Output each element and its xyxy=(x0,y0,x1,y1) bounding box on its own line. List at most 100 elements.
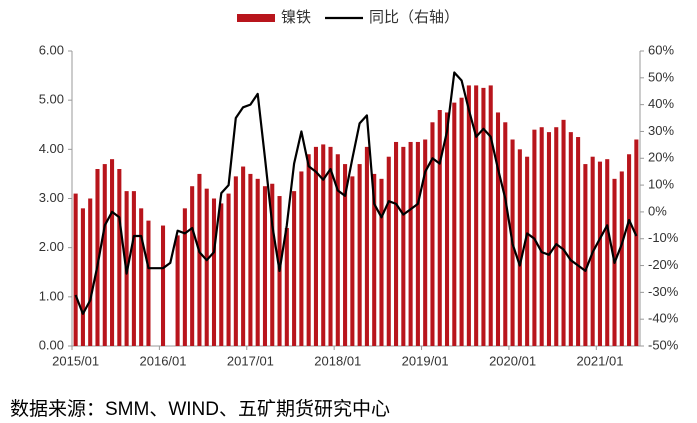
source-note: 数据来源：SMM、WIND、五矿期货研究中心 xyxy=(10,399,390,420)
y2-tick-label: -50% xyxy=(648,337,679,352)
bar xyxy=(306,154,311,346)
bar xyxy=(117,169,122,346)
bar xyxy=(415,141,420,346)
bar xyxy=(102,164,107,346)
bar xyxy=(452,102,457,346)
bar xyxy=(503,122,508,347)
bar xyxy=(211,198,217,346)
bar xyxy=(372,173,377,346)
y-tick-label: 2.00 xyxy=(39,239,64,254)
bar xyxy=(430,122,435,347)
bar xyxy=(539,127,544,346)
y2-tick-label: 0% xyxy=(648,203,667,218)
bar xyxy=(73,193,78,346)
line xyxy=(74,71,638,315)
x-tick-label: 2020/01 xyxy=(489,353,536,368)
bar xyxy=(605,159,610,346)
bar xyxy=(204,188,209,346)
y2-tick-label: -20% xyxy=(648,257,679,272)
bar xyxy=(255,178,260,346)
y2-tick-label: 40% xyxy=(648,96,674,111)
bar xyxy=(401,146,406,346)
bar xyxy=(299,171,304,346)
bar xyxy=(546,132,552,346)
bar xyxy=(466,85,471,347)
legend-label: 同比（右轴） xyxy=(369,9,459,26)
y2-tick-label: 30% xyxy=(648,123,674,138)
bar xyxy=(394,141,399,346)
bar xyxy=(597,161,602,346)
bar xyxy=(110,159,115,346)
bar xyxy=(459,97,464,346)
y-tick-label: 5.00 xyxy=(39,92,64,107)
bar xyxy=(408,141,413,346)
y-tick-label: 1.00 xyxy=(39,288,64,303)
chart: 0.00 1.00 2.00 3.00 4.00 5.00 6.00 -50% -40% -30%… xyxy=(39,8,679,368)
bar xyxy=(357,164,362,346)
bar xyxy=(379,178,384,346)
bar xyxy=(568,132,573,346)
y2-tick-label: -30% xyxy=(648,284,679,299)
y-tick-label: 6.00 xyxy=(39,42,64,57)
bar xyxy=(175,235,180,346)
bar xyxy=(248,173,253,346)
bar xyxy=(262,186,268,346)
bar xyxy=(561,119,566,346)
bar xyxy=(182,208,187,346)
bar xyxy=(474,85,479,347)
bar xyxy=(437,110,442,346)
bar xyxy=(488,85,493,347)
bar xyxy=(525,156,530,346)
bar xyxy=(634,139,639,346)
bar xyxy=(321,144,326,346)
bar xyxy=(495,112,501,346)
bar xyxy=(219,203,224,346)
y2-tick-label: 10% xyxy=(648,177,674,192)
y2-tick-label: 60% xyxy=(648,42,674,57)
bar xyxy=(627,154,632,346)
x-tick-label: 2019/01 xyxy=(402,353,449,368)
bar xyxy=(364,146,369,346)
bar xyxy=(160,225,166,346)
x-tick-label: 2015/01 xyxy=(52,353,99,368)
legend-swatch xyxy=(237,14,275,22)
bar xyxy=(517,149,522,346)
bar xyxy=(241,166,246,346)
bar xyxy=(335,154,340,346)
bar xyxy=(292,191,297,346)
bar xyxy=(270,183,275,346)
bar xyxy=(190,186,195,346)
x-tick-label: 2016/01 xyxy=(140,353,187,368)
bar xyxy=(226,193,231,346)
x-tick-label: 2018/01 xyxy=(314,353,361,368)
bar xyxy=(386,156,391,346)
bar xyxy=(619,171,624,346)
y2-tick-label: -10% xyxy=(648,230,679,245)
bar xyxy=(481,87,486,346)
bar xyxy=(576,137,581,346)
bar xyxy=(88,198,93,346)
y2-tick-label: -40% xyxy=(648,311,679,326)
bar xyxy=(423,139,428,346)
x-tick-label: 2017/01 xyxy=(227,353,274,368)
bar xyxy=(444,112,450,346)
legend-label: 镍铁 xyxy=(281,8,311,26)
bar xyxy=(146,220,151,346)
bar xyxy=(554,127,559,346)
bar xyxy=(95,169,100,346)
bar xyxy=(313,146,318,346)
y-tick-label: 4.00 xyxy=(39,141,64,156)
y-tick-label: 3.00 xyxy=(39,190,64,205)
bar xyxy=(343,164,348,346)
bar xyxy=(139,208,144,346)
bar xyxy=(233,176,238,346)
x-tick-label: 2021/01 xyxy=(576,353,623,368)
bar xyxy=(350,176,355,346)
bar xyxy=(131,191,136,346)
y-tick-label: 0.00 xyxy=(39,337,64,352)
bar xyxy=(80,208,85,346)
bar xyxy=(284,228,289,346)
y2-tick-label: 50% xyxy=(648,69,674,84)
bar xyxy=(583,164,588,346)
bar xyxy=(328,146,333,346)
